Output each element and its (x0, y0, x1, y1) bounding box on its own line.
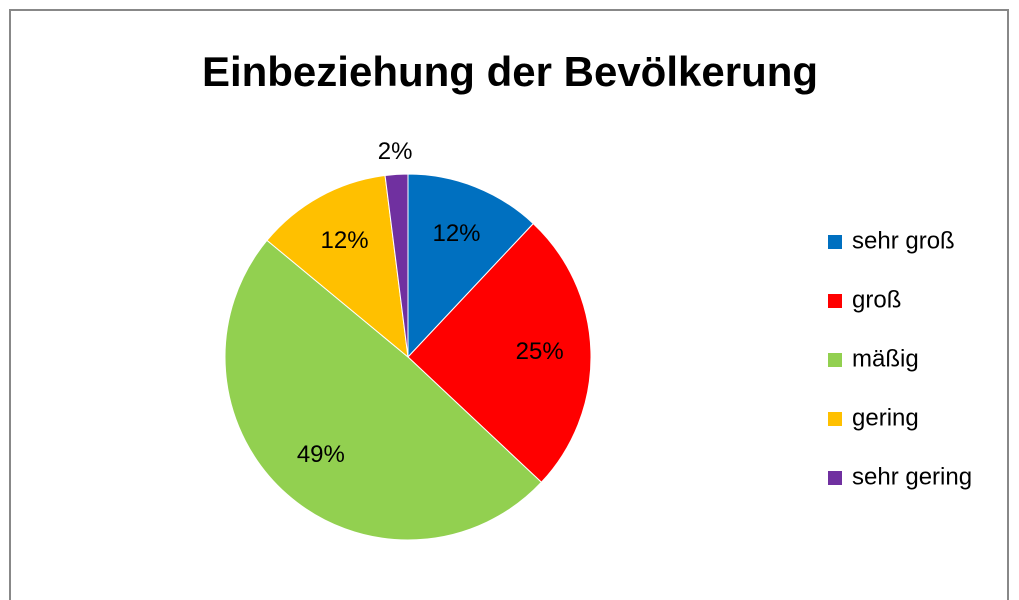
legend-label: gering (852, 404, 919, 431)
data-label: 2% (378, 138, 413, 165)
data-label: 25% (516, 338, 564, 365)
legend-swatch (828, 294, 842, 308)
legend-swatch (828, 471, 842, 485)
legend-swatch (828, 353, 842, 367)
pie-slice (224, 239, 543, 541)
legend-swatch (828, 235, 842, 249)
data-label: 12% (432, 220, 480, 247)
pie-slice (266, 174, 409, 359)
legend-label: groß (852, 286, 901, 313)
chart-title: Einbeziehung der Bevölkerung (202, 48, 818, 95)
legend-label: sehr gering (852, 463, 972, 490)
pie-slice (384, 173, 409, 358)
data-label: 12% (321, 227, 369, 254)
pie-slice (407, 222, 592, 483)
legend-label: mäßig (852, 345, 919, 372)
legend-swatch (828, 412, 842, 426)
legend-label: sehr groß (852, 227, 955, 254)
data-label: 49% (297, 441, 345, 468)
pie-slice (407, 173, 534, 359)
